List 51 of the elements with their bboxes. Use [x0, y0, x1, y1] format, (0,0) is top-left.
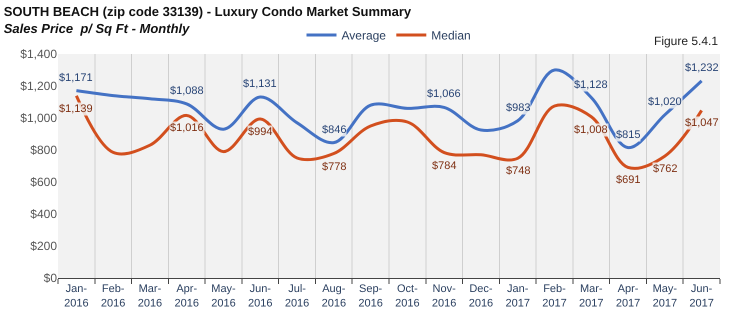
x-tick-label: Sep-2016	[358, 283, 383, 310]
x-tick-label: Nov-2016	[432, 283, 456, 310]
x-tick-label: Jun-2017	[689, 283, 714, 310]
data-label: $1,008	[574, 124, 608, 136]
y-tick-label: $1,000	[20, 111, 58, 126]
y-tick-label: $400	[30, 207, 58, 222]
data-label: $1,171	[59, 72, 93, 84]
y-tick-label: $1,400	[20, 47, 58, 62]
chart-title: SOUTH BEACH (zip code 33139) - Luxury Condo Market Summary	[4, 4, 412, 20]
data-label: $1,047	[685, 117, 719, 129]
legend-label: Median	[431, 28, 471, 43]
data-label: $1,066	[427, 88, 461, 100]
x-tick-label: Apr-2017	[616, 283, 640, 310]
y-tick-label: $1,200	[20, 79, 58, 94]
data-label: $1,139	[59, 103, 93, 115]
data-label: $983	[506, 102, 530, 114]
data-label: $1,016	[170, 122, 204, 134]
data-label: $1,088	[170, 85, 204, 97]
y-tick-label: $600	[30, 175, 58, 190]
data-label: $1,128	[574, 79, 608, 91]
x-tick-label: May-2016	[211, 283, 236, 310]
x-tick-label: Jan-2017	[505, 283, 530, 310]
x-tick-label: Mar-2017	[579, 283, 604, 310]
data-label: $691	[616, 174, 640, 186]
data-label: $815	[616, 129, 640, 141]
x-tick-label: Apr-2016	[174, 283, 199, 310]
x-tick-label: Jul-2016	[284, 283, 310, 310]
data-label: $994	[248, 126, 272, 138]
x-tick-label: Mar-2016	[138, 283, 162, 310]
legend-label: Average	[342, 28, 386, 43]
data-label: $784	[432, 160, 456, 172]
x-tick-label: May-2017	[652, 283, 678, 310]
data-label: $778	[322, 161, 346, 173]
caption: Figure 5.4.1	[654, 34, 718, 48]
x-tick-label: Feb-2017	[542, 283, 567, 310]
x-tick-label: Oct-2016	[395, 283, 420, 310]
x-tick-label: Aug-2016	[322, 283, 346, 310]
x-tick-label: Dec-2016	[468, 283, 494, 310]
data-label: $748	[506, 165, 530, 177]
x-tick-label: Jun-2016	[248, 283, 273, 310]
y-tick-label: $0	[44, 271, 58, 286]
x-tick-label: Feb-2016	[100, 283, 126, 310]
x-tick-label: Jan-2016	[64, 283, 89, 310]
y-tick-label: $200	[30, 239, 58, 254]
data-label: $1,020	[648, 96, 682, 108]
data-label: $1,232	[685, 62, 719, 74]
y-tick-label: $800	[30, 143, 58, 158]
data-label: $1,131	[243, 78, 277, 90]
data-label: $762	[653, 163, 678, 175]
data-label: $846	[322, 124, 346, 136]
chart-subtitle: Sales Price p/ Sq Ft - Monthly	[4, 21, 190, 36]
